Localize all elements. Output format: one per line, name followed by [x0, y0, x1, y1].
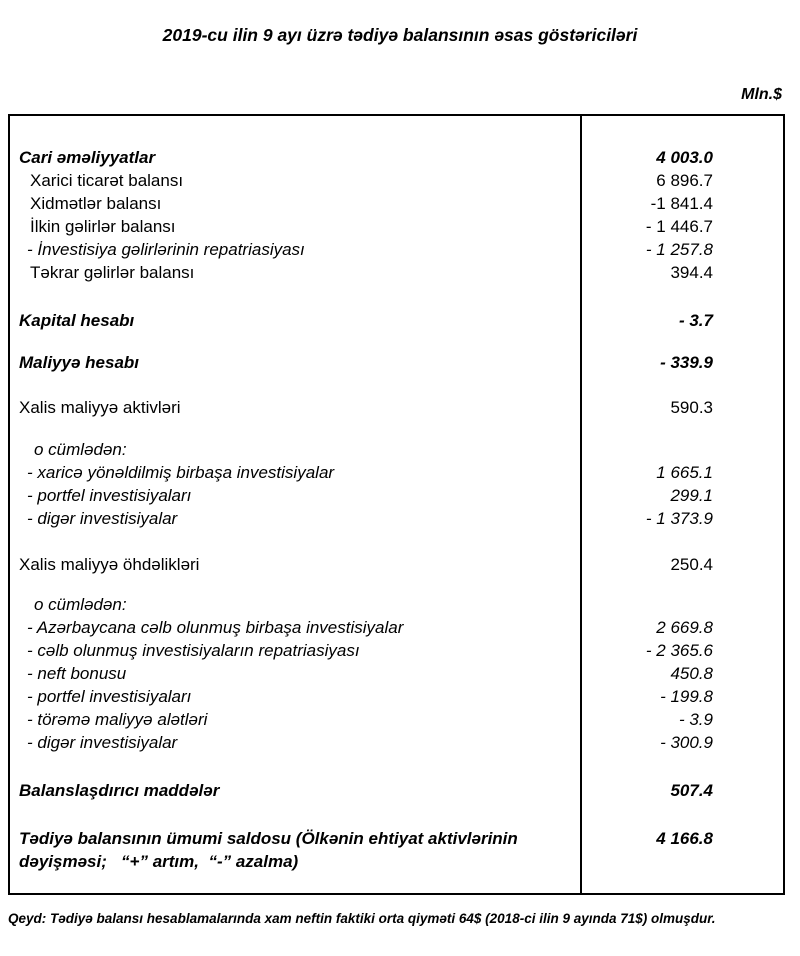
table-row: - cəlb olunmuş investisiyaların repatria…: [10, 639, 783, 662]
table-row: Kapital hesabı - 3.7: [10, 309, 783, 332]
row-value: 2 669.8: [656, 618, 713, 637]
table-row: - İnvestisiya gəlirlərinin repatriasiyas…: [10, 238, 783, 261]
table-row: Tədiyə balansının ümumi saldosu (Ölkənin…: [10, 827, 783, 873]
table-row: - Azərbaycana cəlb olunmuş birbaşa inves…: [10, 616, 783, 639]
footnote: Qeyd: Tədiyə balansı hesablamalarında xa…: [8, 911, 716, 926]
row-value: - 339.9: [660, 353, 713, 372]
row-label: - neft bonusu: [27, 664, 127, 683]
row-value: 450.8: [670, 664, 713, 683]
row-label: - Azərbaycana cəlb olunmuş birbaşa inves…: [27, 618, 404, 637]
row-label: o cümlədən:: [34, 595, 127, 614]
table-row: Balanslaşdırıcı maddələr 507.4: [10, 779, 783, 802]
table-row: o cümlədən:: [10, 593, 783, 616]
table-row: İlkin gəlirlər balansı - 1 446.7: [10, 215, 783, 238]
table-row: Cari əməliyyatlar 4 003.0: [10, 146, 783, 169]
row-label: - digər investisiyalar: [27, 733, 178, 752]
table-row: Xarici ticarət balansı 6 896.7: [10, 169, 783, 192]
row-label: - törəmə maliyyə alətləri: [27, 710, 208, 729]
row-value: 250.4: [670, 555, 713, 574]
row-label: Balanslaşdırıcı maddələr: [19, 781, 220, 800]
row-label: Xalis maliyyə aktivləri: [19, 398, 181, 417]
row-label: - cəlb olunmuş investisiyaların repatria…: [27, 641, 360, 660]
row-value: 394.4: [670, 263, 713, 282]
row-label: İlkin gəlirlər balansı: [30, 217, 176, 236]
table-row: Xalis maliyyə aktivləri 590.3: [10, 396, 783, 419]
table-row: Təkrar gəlirlər balansı 394.4: [10, 261, 783, 284]
row-value: - 1 373.9: [645, 509, 713, 528]
table-row: - xaricə yönəldilmiş birbaşa investisiya…: [10, 461, 783, 484]
row-value: 6 896.7: [656, 171, 713, 190]
row-value: 4 166.8: [656, 829, 713, 848]
table-row: Xidmətlər balansı -1 841.4: [10, 192, 783, 215]
balance-of-payments-table: Cari əməliyyatlar 4 003.0 Xarici ticarət b…: [8, 114, 785, 895]
row-label: Kapital hesabı: [19, 311, 135, 330]
row-value: - 3.7: [678, 311, 713, 330]
row-label: Xarici ticarət balansı: [30, 171, 184, 190]
unit-label: Mln.$: [741, 86, 782, 103]
page-title: 2019-cu ilin 9 ayı üzrə tədiyə balansını…: [162, 25, 638, 45]
row-value: - 300.9: [660, 733, 713, 752]
table-row: - digər investisiyalar - 300.9: [10, 731, 783, 754]
table-row: - portfel investisiyaları - 199.8: [10, 685, 783, 708]
table-row: Xalis maliyyə öhdəlikləri 250.4: [10, 553, 783, 576]
row-value: - 2 365.6: [645, 641, 713, 660]
row-label: Tədiyə balansının ümumi saldosu (Ölkənin…: [19, 829, 523, 871]
row-value: - 199.8: [660, 687, 713, 706]
row-value: -1 841.4: [650, 194, 713, 213]
column-divider: [580, 116, 582, 893]
table-row: Maliyyə hesabı - 339.9: [10, 351, 783, 374]
row-value: 507.4: [670, 781, 713, 800]
table-row: - törəmə maliyyə alətləri - 3.9: [10, 708, 783, 731]
row-label: Xidmətlər balansı: [30, 194, 162, 213]
table-row: - neft bonusu 450.8: [10, 662, 783, 685]
row-value: - 3.9: [678, 710, 713, 729]
row-value: 299.1: [670, 486, 713, 505]
table-row: - portfel investisiyaları 299.1: [10, 484, 783, 507]
row-value: 1 665.1: [656, 463, 713, 482]
table-row: - digər investisiyalar - 1 373.9: [10, 507, 783, 530]
row-label: - digər investisiyalar: [27, 509, 178, 528]
row-label: Maliyyə hesabı: [19, 353, 140, 372]
row-label: - xaricə yönəldilmiş birbaşa investisiya…: [27, 463, 335, 482]
row-value: - 1 446.7: [645, 217, 713, 236]
row-value: 590.3: [670, 398, 713, 417]
row-label: - portfel investisiyaları: [27, 486, 192, 505]
row-value: - 1 257.8: [645, 240, 713, 259]
row-value: 4 003.0: [656, 148, 713, 167]
row-label: o cümlədən:: [34, 440, 127, 459]
row-label: Xalis maliyyə öhdəlikləri: [19, 555, 200, 574]
row-label: Cari əməliyyatlar: [19, 148, 156, 167]
row-label: - portfel investisiyaları: [27, 687, 192, 706]
row-label: Təkrar gəlirlər balansı: [30, 263, 195, 282]
table-row: o cümlədən:: [10, 438, 783, 461]
row-label: - İnvestisiya gəlirlərinin repatriasiyas…: [27, 240, 305, 259]
table-rows: Cari əməliyyatlar 4 003.0 Xarici ticarət b…: [10, 146, 783, 873]
